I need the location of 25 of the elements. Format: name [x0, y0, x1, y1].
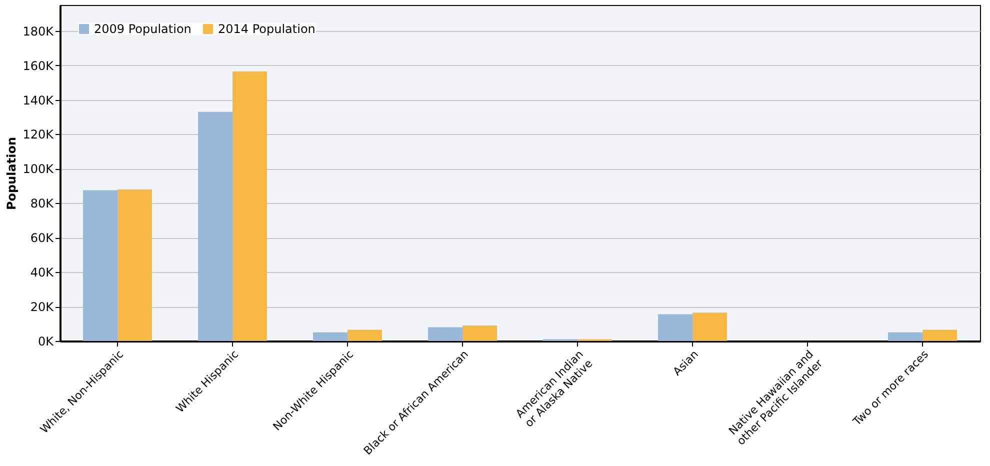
y-tick-label: 80K	[30, 196, 55, 211]
bar	[428, 327, 462, 341]
bar	[888, 332, 922, 341]
bar	[232, 71, 267, 341]
bar	[658, 314, 692, 341]
y-tick-label: 0K	[38, 334, 55, 348]
bar	[348, 330, 382, 341]
legend-label: 2009 Population	[94, 22, 192, 36]
bar	[83, 190, 118, 341]
y-tick-label: 160K	[22, 58, 55, 73]
bar	[922, 330, 957, 341]
y-tick-label: 140K	[22, 93, 55, 108]
bar	[462, 325, 497, 341]
bar	[692, 312, 727, 341]
legend-label: 2014 Population	[218, 22, 316, 36]
y-tick-label: 120K	[22, 128, 55, 142]
bar	[118, 189, 152, 341]
y-tick-label: 180K	[22, 24, 55, 38]
y-tick-label: 60K	[30, 231, 55, 246]
y-tick-label: 40K	[30, 266, 55, 280]
y-axis-title: Population	[4, 136, 19, 210]
bar	[198, 112, 232, 341]
y-tick-label: 100K	[22, 162, 55, 176]
y-tick-label: 20K	[30, 300, 55, 314]
bar	[313, 332, 348, 341]
